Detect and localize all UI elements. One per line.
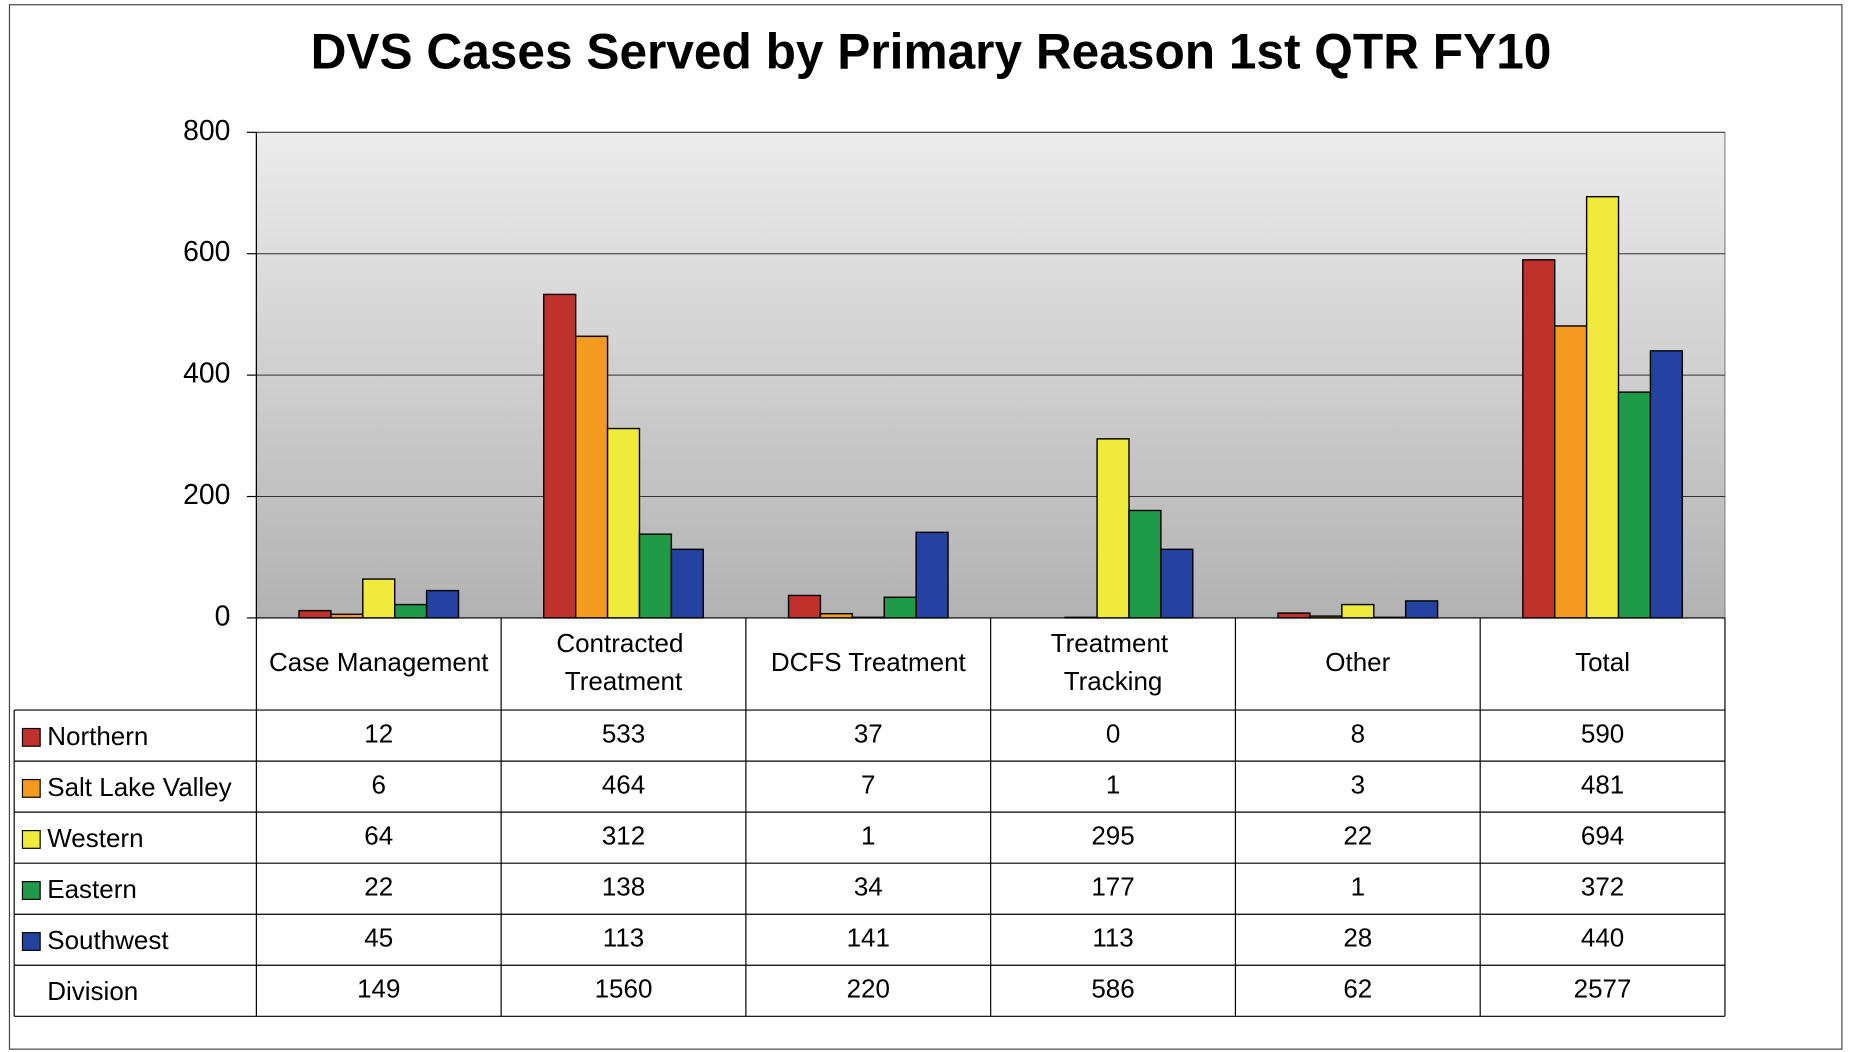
table-value: 3 — [1351, 769, 1365, 799]
table-value: 22 — [364, 872, 393, 902]
frame — [8, 4, 1843, 1050]
table-value: 372 — [1581, 872, 1624, 902]
bar — [543, 293, 577, 619]
y-tick-label: 0 — [215, 600, 231, 632]
table-value: 113 — [1092, 923, 1133, 953]
table-value: 295 — [1091, 821, 1134, 851]
bar — [606, 427, 641, 619]
legend-swatch — [21, 932, 41, 951]
table-value: 149 — [357, 974, 400, 1004]
table-value: 590 — [1581, 718, 1624, 748]
table-value: 6 — [372, 769, 386, 799]
bar — [362, 578, 396, 619]
bar — [574, 335, 609, 619]
bar — [883, 596, 917, 619]
table-value: 312 — [602, 821, 645, 851]
bar — [1617, 391, 1652, 619]
bar — [1522, 259, 1556, 619]
table-value: 8 — [1351, 718, 1365, 748]
chart-title: DVS Cases Served by Primary Reason 1st Q… — [311, 24, 1552, 80]
table-value: 2577 — [1574, 974, 1632, 1004]
legend-swatch — [21, 727, 41, 747]
bar — [787, 594, 822, 619]
table-value: 1 — [861, 821, 875, 851]
bar — [425, 589, 460, 619]
table-value: 1 — [1106, 769, 1120, 799]
y-tick-label: 800 — [183, 115, 230, 147]
table-value: 64 — [364, 821, 393, 851]
bar — [1585, 195, 1620, 619]
bar — [1096, 438, 1130, 619]
legend-label: Southwest — [47, 925, 169, 955]
legend-swatch — [21, 778, 41, 798]
table-value: 694 — [1581, 821, 1624, 851]
bar — [670, 548, 704, 619]
table-value: 138 — [602, 872, 645, 902]
bar — [819, 612, 854, 619]
x-tick-label: Case Management — [269, 647, 489, 677]
legend-label: Western — [47, 823, 143, 853]
table-value: 533 — [602, 718, 645, 748]
bar — [915, 531, 949, 619]
legend-swatch — [21, 829, 41, 849]
x-tick-label: Contracted Treatment — [556, 628, 690, 696]
y-tick-label: 600 — [183, 236, 230, 268]
bar — [1128, 509, 1162, 619]
table-value: 45 — [364, 923, 393, 953]
table-value: 22 — [1343, 821, 1372, 851]
x-tick-label: Other — [1325, 647, 1390, 677]
legend-label: Eastern — [47, 874, 137, 904]
table-value: 62 — [1343, 974, 1372, 1004]
table-value: 481 — [1581, 769, 1624, 799]
table-value: 464 — [602, 769, 645, 799]
y-tick-label: 400 — [183, 358, 230, 390]
legend-label: Salt Lake Valley — [47, 772, 231, 802]
bar — [1649, 350, 1684, 619]
table-value: 177 — [1091, 872, 1134, 902]
bar — [638, 533, 673, 619]
bar — [1160, 548, 1194, 619]
table-value: 0 — [1106, 718, 1120, 748]
bar — [1554, 325, 1588, 619]
table-value: 1560 — [595, 974, 653, 1004]
table-value: 12 — [364, 718, 393, 748]
legend-swatch — [21, 881, 41, 900]
x-tick-label: Total — [1575, 647, 1630, 677]
x-tick-label: DCFS Treatment — [771, 647, 967, 677]
table-value: 440 — [1581, 923, 1624, 953]
table-value: 37 — [854, 718, 883, 748]
y-tick-label: 200 — [183, 479, 230, 511]
table-value: 141 — [847, 923, 890, 953]
table-value: 7 — [861, 769, 875, 799]
row-label: Division — [47, 976, 138, 1006]
table-value: 1 — [1351, 872, 1365, 902]
x-tick-label: Treatment Tracking — [1051, 628, 1176, 696]
bar — [394, 603, 428, 619]
bar — [1404, 600, 1439, 619]
bar — [298, 609, 332, 619]
table-value: 34 — [854, 872, 883, 902]
table-value: 220 — [847, 974, 890, 1004]
bar — [1277, 612, 1311, 619]
table-value: 586 — [1091, 974, 1134, 1004]
table-value: 28 — [1343, 923, 1372, 953]
table-value: 113 — [603, 923, 644, 953]
legend-label: Northern — [47, 721, 148, 751]
bar — [1341, 603, 1375, 619]
